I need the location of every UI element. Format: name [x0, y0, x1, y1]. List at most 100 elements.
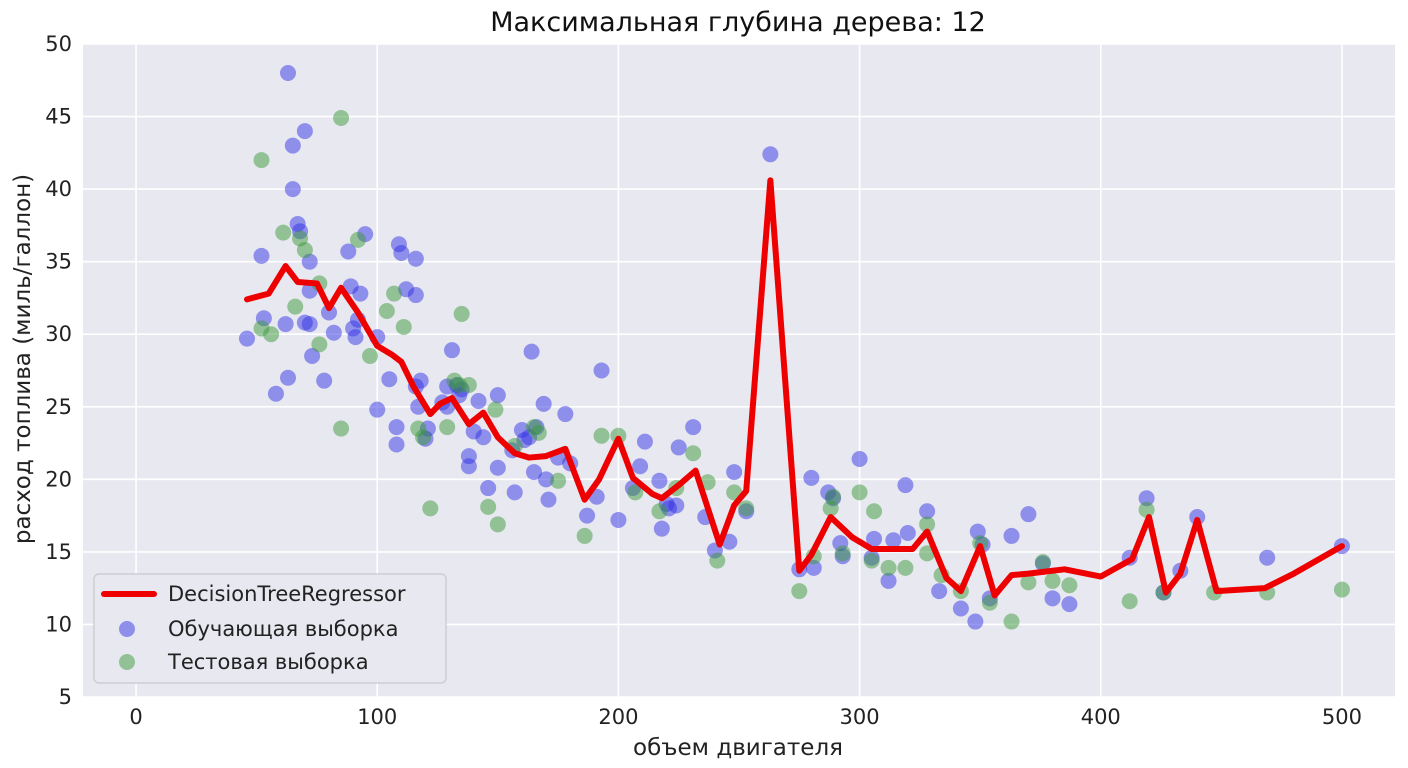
train-point: [296, 123, 313, 140]
train-point: [1061, 596, 1078, 613]
test-point: [919, 516, 936, 533]
train-point: [340, 243, 357, 260]
test-point: [851, 484, 868, 501]
train-point: [805, 559, 822, 576]
x-tick-label: 0: [129, 705, 142, 729]
train-point: [381, 371, 398, 388]
chart-title: Максимальная глубина дерева: 12: [490, 7, 986, 38]
train-point: [444, 342, 460, 359]
test-point: [263, 326, 280, 343]
test-point: [825, 488, 842, 505]
train-point: [593, 362, 610, 379]
test-point: [651, 503, 668, 520]
train-point: [407, 250, 424, 267]
test-point: [333, 420, 350, 437]
x-axis-ticks: 0 100 200 300 400 500: [129, 705, 1362, 729]
legend-marker-train: [119, 621, 135, 637]
x-tick-label: 400: [1081, 705, 1121, 729]
test-point: [386, 285, 403, 302]
x-tick-label: 200: [598, 705, 638, 729]
train-point: [653, 520, 670, 537]
y-tick-label: 30: [45, 322, 72, 346]
train-point: [851, 451, 868, 468]
train-point: [460, 458, 477, 475]
test-point: [480, 498, 497, 515]
x-tick-label: 100: [357, 705, 397, 729]
test-point: [1020, 574, 1037, 591]
train-point: [803, 469, 820, 486]
train-point: [412, 372, 429, 389]
y-tick-label: 15: [45, 540, 72, 564]
test-point: [834, 545, 851, 562]
y-axis-label: расход топлива (миль/галлон): [10, 174, 36, 544]
train-point: [284, 137, 301, 154]
train-point: [321, 304, 337, 321]
train-point: [897, 477, 914, 494]
train-point: [952, 600, 969, 617]
train-point: [239, 330, 255, 347]
train-point: [899, 525, 916, 542]
test-point: [576, 527, 593, 544]
train-point: [1138, 490, 1155, 507]
test-point: [709, 552, 726, 569]
test-point: [593, 427, 610, 444]
test-point: [287, 298, 304, 315]
test-point: [863, 552, 880, 569]
x-tick-label: 300: [840, 705, 880, 729]
train-point: [967, 613, 984, 630]
test-point: [296, 242, 313, 259]
test-point: [333, 110, 350, 127]
train-point: [280, 65, 296, 82]
test-point: [1138, 501, 1155, 518]
test-point: [981, 594, 998, 611]
train-point: [1259, 549, 1276, 566]
train-point: [538, 471, 555, 488]
train-point: [316, 372, 333, 389]
train-point: [352, 285, 369, 302]
test-point: [487, 401, 504, 418]
legend-marker-test: [119, 654, 135, 670]
test-point: [866, 503, 883, 520]
test-point: [439, 419, 456, 436]
test-point: [1333, 581, 1350, 598]
test-point: [1061, 577, 1078, 594]
train-point: [540, 491, 557, 508]
train-point: [636, 433, 653, 450]
train-point: [651, 472, 668, 489]
y-tick-label: 35: [45, 250, 72, 274]
legend-box: [93, 573, 447, 684]
test-point: [395, 318, 412, 335]
test-point: [1044, 572, 1061, 589]
train-point: [253, 247, 270, 264]
train-point: [1020, 506, 1037, 523]
train-point: [475, 429, 492, 446]
y-tick-label: 20: [45, 467, 72, 491]
test-point: [349, 231, 366, 248]
legend-label-tree: DecisionTreeRegressor: [168, 582, 406, 606]
train-point: [267, 385, 284, 402]
train-point: [610, 511, 627, 528]
y-tick-label: 25: [45, 395, 72, 419]
y-tick-label: 40: [45, 177, 72, 201]
test-point: [530, 424, 547, 441]
test-point: [685, 445, 702, 462]
train-point: [726, 464, 743, 481]
test-point: [880, 559, 897, 576]
x-axis-label: объем двигателя: [633, 735, 843, 761]
test-point: [919, 545, 936, 562]
test-point: [489, 516, 506, 533]
test-point: [415, 429, 432, 446]
test-point: [378, 303, 395, 320]
test-point: [362, 347, 378, 364]
train-point: [919, 503, 936, 520]
test-point: [253, 152, 270, 169]
train-point: [489, 459, 506, 476]
train-point: [304, 347, 321, 364]
train-point: [388, 436, 405, 453]
train-point: [885, 532, 902, 549]
train-point: [579, 507, 596, 524]
test-point: [311, 336, 328, 353]
train-point: [685, 419, 702, 436]
train-point: [393, 244, 410, 261]
